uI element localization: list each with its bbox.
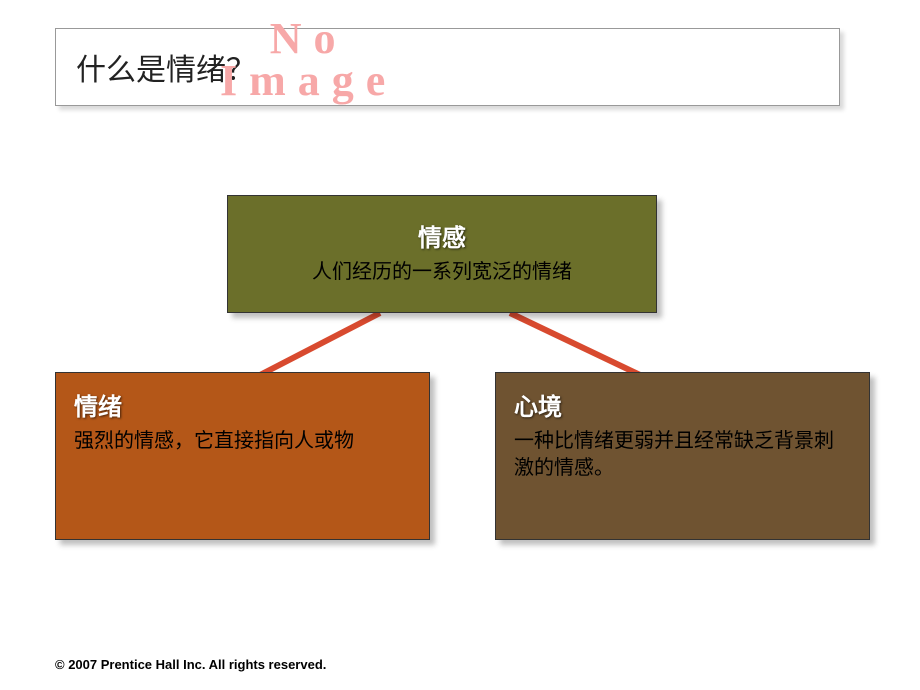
box-emotion-heading: 情绪 — [74, 387, 411, 422]
connector-svg — [0, 0, 920, 690]
connector-right — [510, 313, 640, 375]
box-mood-heading: 心境 — [514, 387, 851, 422]
box-affect-heading: 情感 — [246, 218, 638, 253]
box-affect: 情感 人们经历的一系列宽泛的情绪 — [227, 195, 657, 313]
box-emotion: 情绪 强烈的情感，它直接指向人或物 — [55, 372, 430, 540]
box-affect-body: 人们经历的一系列宽泛的情绪 — [246, 259, 638, 286]
connector-left — [260, 313, 380, 375]
box-mood: 心境 一种比情绪更弱并且经常缺乏背景刺激的情感。 — [495, 372, 870, 540]
copyright-footer: © 2007 Prentice Hall Inc. All rights res… — [55, 657, 326, 672]
box-emotion-body: 强烈的情感，它直接指向人或物 — [74, 428, 411, 455]
box-mood-body: 一种比情绪更弱并且经常缺乏背景刺激的情感。 — [514, 428, 851, 482]
